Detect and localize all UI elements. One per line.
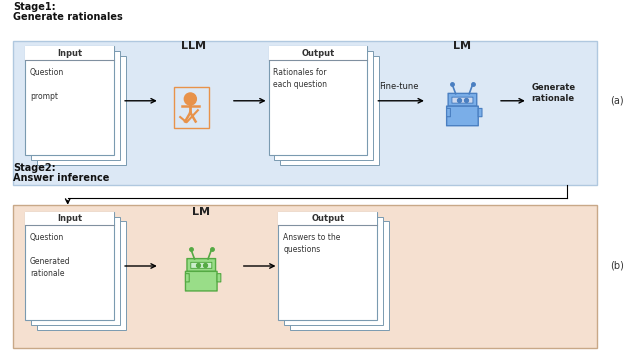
Bar [279, 212, 377, 320]
Text: Answers to the: Answers to the [284, 233, 341, 242]
Bar [37, 56, 126, 165]
Bar [275, 51, 373, 160]
Text: Stage2:: Stage2: [13, 163, 56, 173]
Bar [268, 47, 368, 60]
Bar [25, 212, 114, 320]
Text: (a): (a) [610, 96, 623, 106]
FancyBboxPatch shape [446, 106, 478, 126]
Text: Fine-tune: Fine-tune [379, 82, 419, 91]
Text: Generate
rationale: Generate rationale [532, 83, 576, 103]
FancyBboxPatch shape [448, 93, 477, 106]
Bar [280, 56, 379, 165]
Bar [13, 42, 597, 185]
Text: Stage1:: Stage1: [13, 2, 56, 12]
Text: rationale: rationale [30, 269, 65, 278]
Text: (b): (b) [610, 261, 624, 271]
Text: LM: LM [453, 41, 471, 51]
Text: Output: Output [301, 49, 335, 58]
FancyBboxPatch shape [446, 108, 450, 117]
Bar [174, 87, 209, 129]
Text: Rationales for: Rationales for [273, 68, 327, 77]
Text: Generate rationales: Generate rationales [13, 12, 123, 21]
Text: prompt: prompt [30, 92, 58, 101]
FancyBboxPatch shape [191, 262, 212, 268]
Text: LM: LM [192, 207, 211, 217]
Bar [268, 47, 368, 155]
Bar [284, 217, 384, 325]
Bar [279, 212, 377, 226]
Text: Answer inference: Answer inference [13, 173, 109, 183]
FancyBboxPatch shape [217, 274, 221, 282]
Text: LLM: LLM [181, 41, 206, 51]
Text: Input: Input [57, 214, 82, 223]
Text: Question: Question [30, 68, 64, 77]
Bar [13, 205, 597, 348]
Bar [31, 51, 120, 160]
Text: Output: Output [311, 214, 345, 223]
Text: Question: Question [30, 233, 64, 242]
Text: Input: Input [57, 49, 82, 58]
Bar [31, 217, 120, 325]
FancyBboxPatch shape [452, 97, 473, 103]
FancyBboxPatch shape [186, 274, 190, 282]
Bar [25, 47, 114, 155]
Bar [290, 222, 389, 330]
Bar [25, 212, 114, 226]
Text: Generated: Generated [30, 257, 71, 266]
Bar [25, 47, 114, 60]
FancyBboxPatch shape [187, 258, 216, 271]
Bar [37, 222, 126, 330]
FancyBboxPatch shape [478, 108, 482, 117]
FancyBboxPatch shape [186, 271, 217, 291]
Text: each question: each question [273, 80, 328, 89]
Circle shape [184, 93, 197, 105]
Text: questions: questions [284, 245, 321, 254]
